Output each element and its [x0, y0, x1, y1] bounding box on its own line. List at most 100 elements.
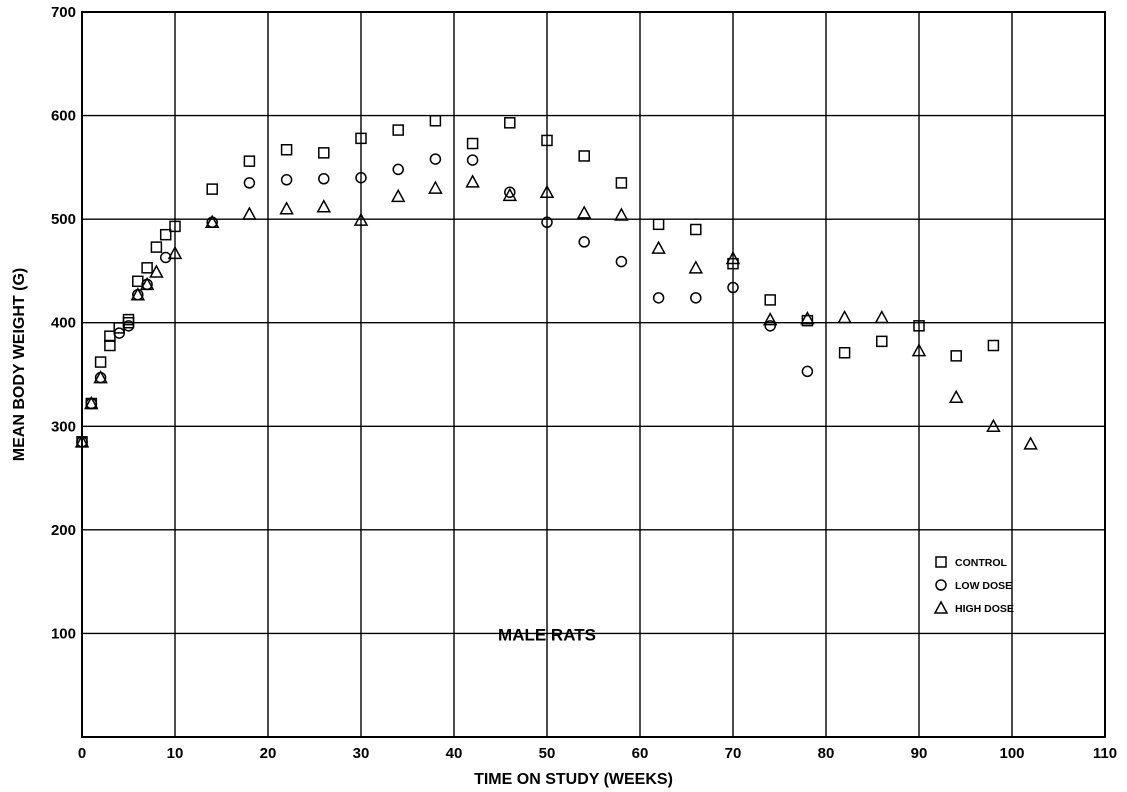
square-point: [243, 155, 256, 167]
triangle-point: [688, 260, 704, 274]
x-tick-label: 90: [911, 745, 928, 762]
x-tick-label: 30: [353, 745, 370, 762]
x-axis-ticks: 0 10 20 30 40 50 60 70 80 90 100 110: [78, 745, 1117, 762]
legend-item: LOW DOSE: [935, 579, 1012, 592]
square-point: [169, 220, 181, 233]
triangle-point: [242, 206, 257, 220]
x-tick-label: 110: [1093, 745, 1117, 762]
data-points: [74, 115, 1038, 450]
x-tick-label: 80: [818, 745, 835, 762]
square-point: [150, 241, 163, 253]
circle-point: [690, 292, 702, 304]
legend-circle-icon: [935, 579, 947, 591]
legend-item: HIGH DOSE: [933, 600, 1014, 615]
circle-point: [113, 327, 125, 339]
circle-point: [280, 174, 293, 186]
triangle-point: [316, 199, 332, 213]
y-tick-label: 700: [51, 4, 76, 21]
triangle-point: [84, 395, 99, 410]
circle-point: [392, 163, 404, 176]
square-point: [987, 339, 1000, 352]
x-tick-label: 0: [78, 745, 86, 762]
square-point: [94, 356, 107, 368]
triangle-point: [874, 309, 890, 324]
triangle-point: [502, 187, 518, 202]
y-tick-label: 400: [51, 315, 76, 332]
triangle-point: [911, 343, 927, 357]
circle-point: [764, 320, 776, 332]
triangle-point: [762, 312, 778, 326]
x-tick-label: 60: [632, 745, 649, 762]
x-tick-label: 70: [725, 745, 742, 762]
square-point: [132, 275, 144, 288]
square-point: [104, 339, 116, 352]
triangle-point: [948, 389, 964, 404]
triangle-point: [465, 174, 480, 188]
x-tick-label: 100: [999, 745, 1024, 762]
legend-triangle-icon: [933, 600, 949, 614]
x-tick-label: 20: [260, 745, 277, 762]
circle-point: [429, 153, 442, 165]
square-point: [764, 294, 776, 306]
square-point: [280, 144, 293, 156]
circle-point: [801, 365, 814, 378]
triangle-point: [204, 214, 220, 228]
series-square: [76, 115, 1000, 448]
plot-frame: [81, 11, 1106, 738]
series-circle: [76, 153, 814, 448]
triangle-point: [651, 240, 666, 254]
triangle-point: [139, 276, 155, 291]
triangle-point: [130, 287, 146, 301]
square-point: [578, 150, 590, 162]
triangle-point: [614, 207, 629, 221]
square-point: [141, 262, 153, 274]
y-tick-label: 100: [51, 625, 76, 642]
square-point: [206, 183, 218, 195]
series-triangle: [74, 174, 1038, 450]
square-point: [159, 228, 172, 241]
circle-point: [727, 281, 739, 294]
legend-label: HIGH DOSE: [955, 603, 1014, 615]
triangle-point: [149, 264, 164, 278]
square-point: [355, 132, 367, 145]
grid: [82, 12, 1105, 737]
square-point: [122, 313, 135, 326]
y-tick-label: 500: [51, 211, 76, 228]
triangle-point: [353, 212, 369, 226]
circle-point: [243, 177, 256, 189]
triangle-point: [167, 245, 183, 260]
triangle-point: [93, 370, 108, 384]
triangle-point: [725, 250, 741, 265]
square-point: [104, 330, 116, 342]
square-point: [541, 134, 553, 147]
x-tick-label: 40: [446, 745, 463, 762]
triangle-point: [74, 434, 90, 448]
x-tick-label: 50: [539, 745, 556, 762]
square-point: [615, 177, 628, 189]
square-point: [392, 124, 404, 136]
circle-point: [466, 154, 479, 166]
triangle-point: [837, 309, 852, 324]
y-axis-ticks: 100 200 300 400 500 600 700: [51, 4, 76, 642]
square-point: [690, 223, 702, 236]
y-axis-label: MEAN BODY WEIGHT (G): [11, 268, 28, 461]
x-tick-label: 10: [167, 745, 184, 762]
square-point: [466, 137, 479, 150]
legend: CONTROL LOW DOSE HIGH DOSE: [933, 556, 1014, 615]
triangle-point: [800, 311, 815, 325]
triangle-point: [986, 418, 1001, 433]
triangle-point: [576, 205, 592, 219]
circle-point: [615, 255, 628, 268]
square-point: [652, 218, 665, 231]
circle-point: [355, 171, 367, 184]
square-point: [876, 335, 888, 348]
triangle-point: [390, 188, 406, 203]
circle-point: [652, 292, 665, 304]
x-axis-label: TIME ON STUDY (WEEKS): [474, 771, 673, 788]
circle-point: [318, 173, 330, 185]
square-point: [838, 347, 851, 359]
circle-point: [159, 251, 172, 264]
legend-item: CONTROL: [935, 556, 1007, 569]
triangle-point: [539, 184, 555, 198]
